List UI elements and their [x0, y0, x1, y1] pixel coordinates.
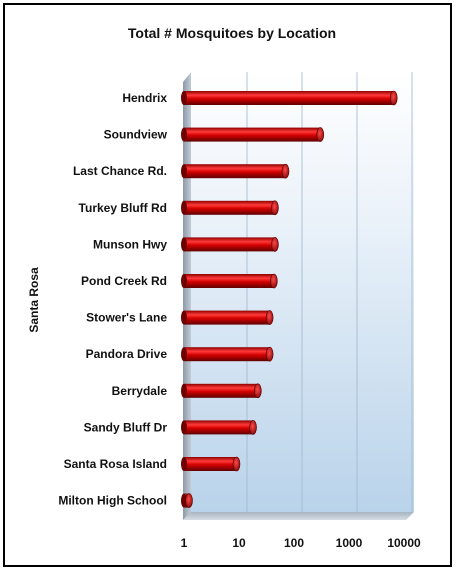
- bar-end-cap: [271, 200, 279, 216]
- x-tick-labels: 1 10 100 1000 10000: [181, 536, 421, 550]
- category-label: Sandy Bluff Dr: [84, 420, 168, 434]
- bar-body: [184, 200, 275, 215]
- bar: [181, 456, 241, 472]
- x-tick-label: 1: [181, 536, 188, 550]
- bar: [181, 346, 274, 362]
- bar-end-cap: [254, 383, 262, 399]
- bar-body: [184, 347, 270, 362]
- bar-body: [184, 420, 254, 435]
- category-label: Munson Hwy: [93, 237, 167, 251]
- bar-base-cap: [181, 347, 187, 362]
- side-wall: [183, 72, 191, 520]
- bar: [181, 127, 325, 142]
- bar: [181, 493, 193, 508]
- back-wall: [183, 72, 414, 512]
- bar-body: [184, 164, 286, 179]
- gridlines: [246, 72, 413, 512]
- category-label: Last Chance Rd.: [73, 164, 167, 178]
- bar-end-cap: [389, 90, 398, 106]
- x-tick-label: 10000: [387, 536, 421, 550]
- bar-base-cap: [181, 91, 187, 105]
- category-label: Milton High School: [58, 494, 167, 508]
- bar-base-cap: [181, 200, 187, 215]
- plot-area: [183, 72, 414, 520]
- category-label: Pandora Drive: [86, 347, 168, 361]
- bar-end-cap: [281, 163, 290, 179]
- bar-end-cap: [270, 273, 278, 289]
- bar: [181, 163, 290, 179]
- bar-body: [184, 237, 275, 252]
- bar-base-cap: [181, 274, 187, 288]
- bar-end-cap: [249, 420, 257, 435]
- bar-base-cap: [181, 457, 187, 471]
- chart-title: Total # Mosquitoes by Location: [128, 25, 336, 41]
- bar-base-cap: [181, 237, 187, 252]
- bars: [181, 90, 398, 508]
- bar-end-cap: [271, 237, 279, 252]
- bar-body: [184, 383, 258, 398]
- category-label: Hendrix: [122, 91, 167, 105]
- bar: [181, 273, 278, 289]
- category-label: Santa Rosa Island: [64, 457, 167, 471]
- bar-body: [184, 91, 394, 105]
- bar-end-cap: [185, 493, 193, 508]
- x-tick-label: 100: [284, 536, 304, 550]
- bar: [181, 420, 257, 435]
- bar-body: [184, 310, 270, 325]
- y-axis-label: Santa Rosa: [27, 267, 41, 333]
- bar-base-cap: [181, 493, 187, 508]
- category-labels: Hendrix Soundview Last Chance Rd. Turkey Bl…: [58, 91, 167, 508]
- bar-end-cap: [265, 310, 274, 325]
- bar-base-cap: [181, 127, 187, 142]
- bar-end-cap: [265, 346, 274, 362]
- category-label: Berrydale: [112, 384, 168, 398]
- bar-base-cap: [181, 420, 187, 435]
- bar-base-cap: [181, 310, 187, 325]
- category-label: Turkey Bluff Rd: [79, 201, 167, 215]
- bar: [181, 200, 279, 216]
- bar-body: [184, 457, 237, 471]
- bar-body: [184, 127, 321, 142]
- bar-end-cap: [316, 127, 325, 142]
- bar: [181, 383, 262, 399]
- bar: [181, 90, 398, 106]
- category-label: Pond Creek Rd: [81, 274, 167, 288]
- category-label: Soundview: [104, 128, 168, 142]
- category-label: Stower's Lane: [86, 311, 167, 325]
- x-tick-label: 1000: [336, 536, 363, 550]
- x-tick-label: 10: [232, 536, 246, 550]
- bar-base-cap: [181, 164, 187, 179]
- bar: [181, 310, 274, 325]
- bar-body: [184, 274, 274, 288]
- bar: [181, 237, 279, 252]
- bar-base-cap: [181, 383, 187, 398]
- bar-end-cap: [232, 456, 241, 472]
- floor: [183, 512, 414, 520]
